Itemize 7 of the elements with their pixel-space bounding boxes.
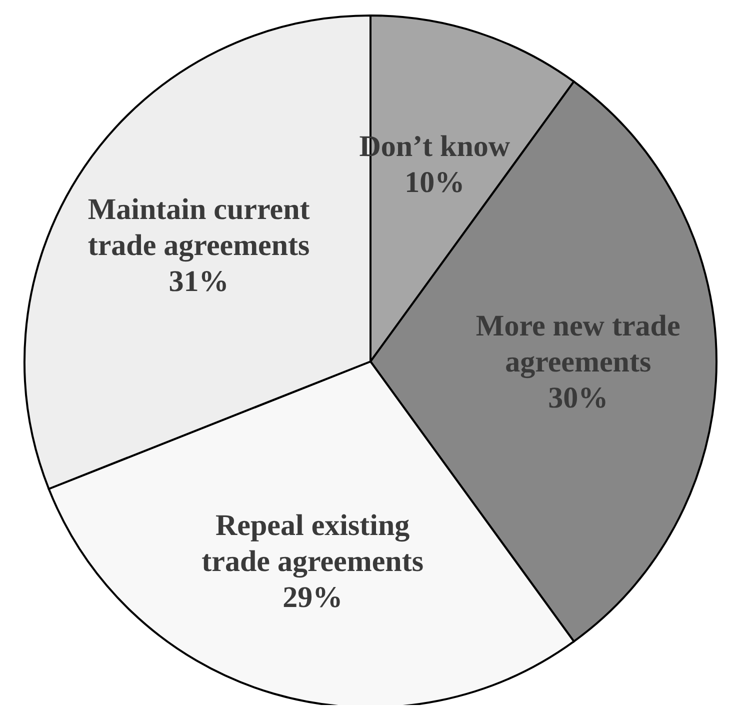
slice-label: More new trade agreements [476,309,680,378]
data-label: 31% [168,264,229,298]
slice-label: Maintain current trade agreements [88,192,310,262]
data-label: 10% [404,166,465,199]
data-label: 30% [548,381,608,414]
data-label: 29% [282,580,343,614]
slice-label: Repeal existing trade agreements [202,508,424,578]
